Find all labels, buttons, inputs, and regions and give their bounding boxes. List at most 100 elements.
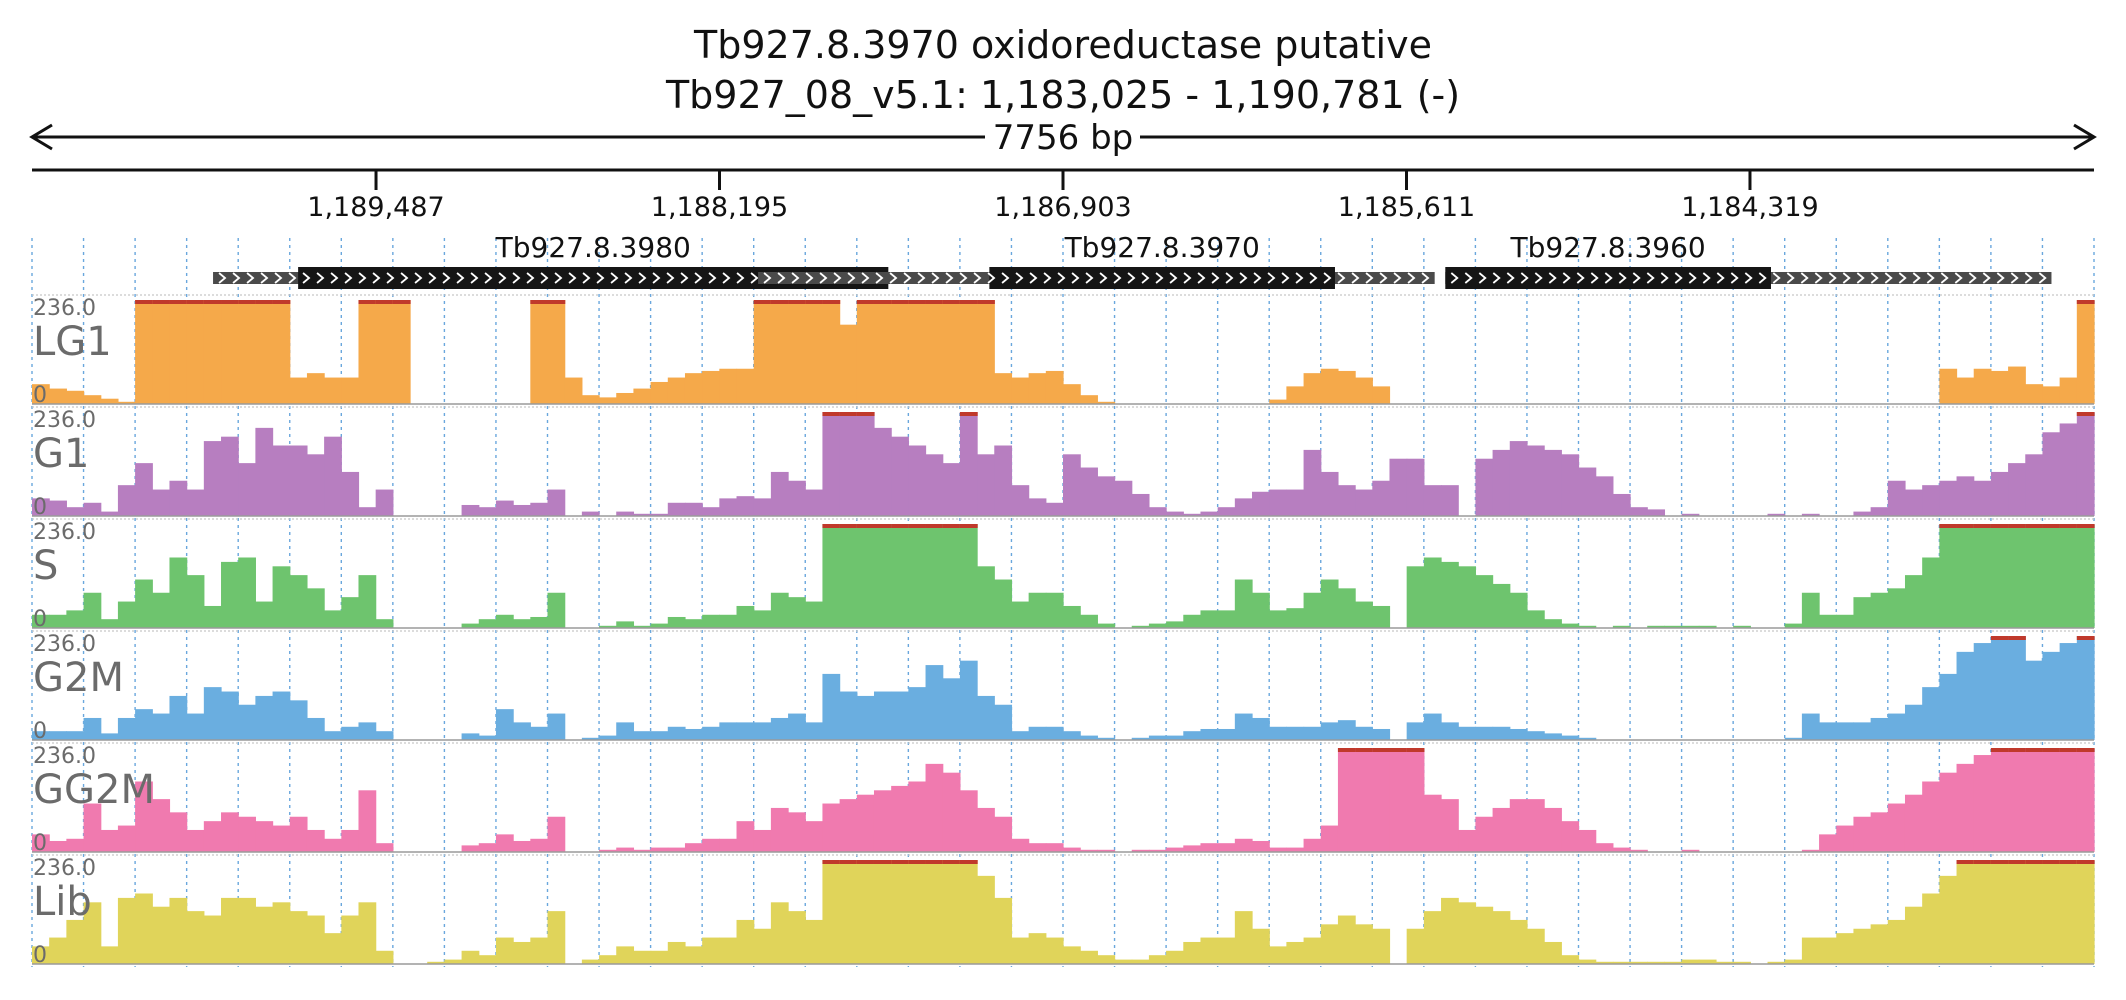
strand-chevron-icon [610, 272, 619, 284]
coverage-bar [358, 575, 377, 628]
coverage-bar [1131, 493, 1150, 516]
coverage-bar [1990, 471, 2009, 516]
coverage-bar [1114, 959, 1133, 964]
coverage-bar [513, 840, 531, 852]
strand-chevron-icon [1870, 272, 1879, 284]
coverage-bar [770, 300, 789, 404]
coverage-bar [66, 731, 85, 740]
coverage-bar [1200, 610, 1219, 628]
clip-marker [908, 300, 927, 304]
coverage-bar [753, 610, 772, 628]
coverage-bar [1561, 454, 1580, 516]
coverage-bar [272, 691, 291, 740]
coverage-bar [805, 821, 824, 852]
coverage-bar [1870, 812, 1889, 852]
coverage-bar [2025, 860, 2044, 964]
coverage-bar [839, 799, 858, 852]
coverage-bar [100, 619, 119, 628]
coverage-bar [1492, 807, 1511, 852]
coverage-bar [135, 893, 153, 964]
coverage-bar [1148, 955, 1167, 964]
coverage-bar [2008, 524, 2026, 628]
clip-marker [358, 300, 377, 304]
coverage-bar [135, 781, 153, 852]
coverage-bar [753, 829, 772, 852]
gene-label: Tb927.8.3980 [495, 231, 691, 264]
coverage-bar [83, 803, 102, 852]
coverage-track-s: 236.0S 0 [32, 518, 2095, 632]
clip-marker [135, 300, 153, 304]
coverage-bar [49, 937, 67, 964]
strand-chevron-icon [1239, 272, 1248, 284]
coverage-bar [873, 691, 892, 740]
coverage-bar [238, 463, 256, 516]
coverage-bar [581, 511, 600, 516]
coverage-bar [1320, 924, 1339, 964]
track-name: LG1 [33, 319, 112, 365]
coverage-bar [1526, 928, 1545, 964]
clip-marker [959, 860, 978, 864]
tick-label: 1,186,903 [994, 192, 1131, 223]
coverage-bar [186, 713, 205, 740]
strand-chevron-icon [1576, 272, 1585, 284]
coverage-bar [169, 557, 188, 628]
coverage-bar [272, 825, 291, 852]
coverage-bar [1200, 728, 1219, 740]
coverage-bar [32, 614, 50, 628]
coverage-bar [822, 524, 841, 628]
coverage-bar [49, 731, 67, 740]
clip-marker [925, 524, 944, 528]
coverage-bar [2008, 636, 2026, 740]
coverage-bar [2076, 300, 2095, 404]
coverage-bar [616, 946, 635, 964]
coverage-bar [1183, 845, 1202, 852]
clip-marker [2042, 860, 2061, 864]
coverage-bar [547, 911, 566, 964]
coverage-bar [1956, 377, 1975, 404]
coverage-bar [702, 370, 720, 404]
tick-label: 1,185,611 [1338, 192, 1475, 223]
coverage-bar [1028, 498, 1047, 516]
strand-chevron-icon [1506, 272, 1515, 284]
coverage-bar [203, 687, 222, 740]
strand-chevron-icon [414, 272, 423, 284]
coverage-bar [891, 436, 909, 516]
coverage-bar [736, 919, 755, 964]
coverage-bar [238, 557, 256, 628]
coverage-bar [324, 436, 342, 516]
coverage-bar [203, 915, 222, 964]
coverage-bar [736, 368, 755, 404]
coverage-bar [289, 700, 308, 740]
coverage-bar [1406, 458, 1425, 516]
coverage-bar [839, 412, 858, 516]
coverage-bar [289, 911, 308, 964]
coverage-bar [495, 500, 514, 516]
coverage-bar [1836, 722, 1855, 740]
coverage-bar [1406, 722, 1425, 740]
coverage-bar [1939, 875, 1958, 964]
strand-chevron-icon [330, 272, 339, 284]
coverage-bar [564, 377, 583, 404]
coverage-bar [1973, 643, 1992, 740]
coverage-bar [1011, 485, 1030, 516]
coverage-bar [1252, 840, 1270, 852]
coverage-bar [1475, 906, 1494, 964]
gene-label: Tb927.8.3970 [1064, 231, 1260, 264]
coverage-bar [1080, 735, 1098, 740]
clip-marker [2042, 524, 2061, 528]
clip-marker [959, 300, 978, 304]
track-scale-min: 0 [33, 607, 47, 632]
strand-chevron-icon [456, 272, 465, 284]
strand-chevron-icon [1772, 272, 1781, 284]
clip-marker [1372, 748, 1391, 752]
coverage-bar [1252, 928, 1270, 964]
coverage-bar [1389, 458, 1408, 516]
coverage-bar [358, 507, 377, 516]
strand-chevron-icon [1253, 272, 1262, 284]
strand-chevron-icon [232, 272, 241, 284]
coverage-bar [1183, 614, 1202, 628]
clip-marker [2042, 748, 2061, 752]
track-scale-max: 236.0 [33, 520, 96, 545]
coverage-bar [1595, 961, 1614, 964]
